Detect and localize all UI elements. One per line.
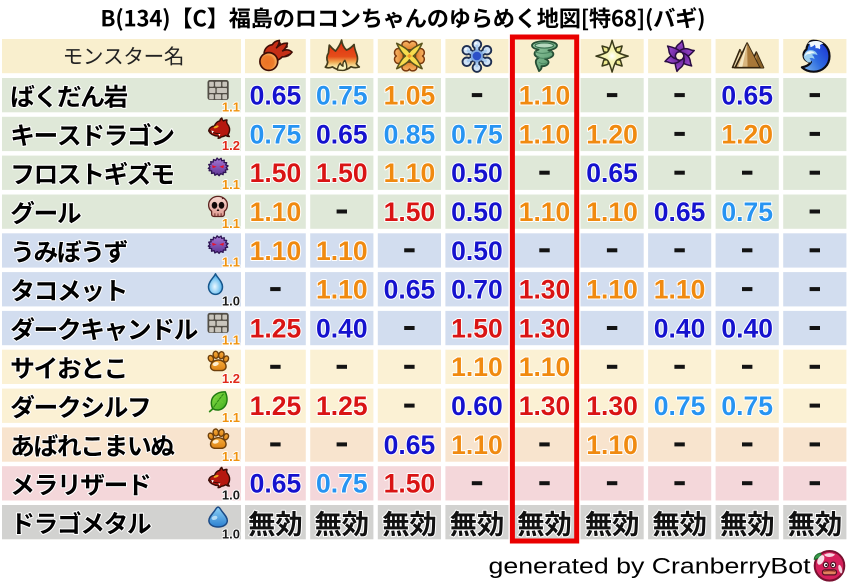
svg-text:0.65: 0.65 [384, 430, 436, 460]
svg-text:1.1: 1.1 [222, 332, 240, 347]
svg-text:0.75: 0.75 [316, 81, 368, 111]
svg-text:0.65: 0.65 [250, 81, 302, 111]
svg-text:1.10: 1.10 [519, 352, 571, 382]
svg-text:0.50: 0.50 [451, 236, 503, 266]
svg-text:1.10: 1.10 [250, 236, 302, 266]
svg-text:1.1: 1.1 [222, 449, 240, 464]
svg-text:1.05: 1.05 [384, 81, 436, 111]
svg-text:1.30: 1.30 [519, 275, 571, 305]
svg-text:1.50: 1.50 [384, 469, 436, 499]
svg-text:1.25: 1.25 [250, 313, 302, 343]
svg-text:1.10: 1.10 [250, 197, 302, 227]
svg-text:0.50: 0.50 [451, 197, 503, 227]
svg-text:1.10: 1.10 [316, 275, 368, 305]
svg-text:0.75: 0.75 [721, 391, 773, 421]
svg-text:0.65: 0.65 [721, 81, 773, 111]
svg-text:1.25: 1.25 [250, 391, 302, 421]
svg-text:0.65: 0.65 [384, 275, 436, 305]
svg-text:1.0: 1.0 [222, 294, 240, 309]
svg-text:1.10: 1.10 [586, 197, 638, 227]
svg-text:1.30: 1.30 [519, 313, 571, 343]
svg-text:1.1: 1.1 [222, 216, 240, 231]
svg-text:0.40: 0.40 [654, 313, 706, 343]
svg-text:1.10: 1.10 [586, 430, 638, 460]
svg-text:1.1: 1.1 [222, 255, 240, 270]
svg-text:1.10: 1.10 [451, 430, 503, 460]
svg-text:0.65: 0.65 [316, 119, 368, 149]
svg-text:1.10: 1.10 [316, 236, 368, 266]
svg-text:0.75: 0.75 [316, 469, 368, 499]
svg-text:0.65: 0.65 [586, 158, 638, 188]
svg-text:1.2: 1.2 [222, 138, 240, 153]
svg-text:1.1: 1.1 [222, 177, 240, 192]
svg-text:0.60: 0.60 [451, 391, 503, 421]
svg-text:1.10: 1.10 [519, 81, 571, 111]
svg-text:1.10: 1.10 [519, 197, 571, 227]
svg-text:0.40: 0.40 [316, 313, 368, 343]
svg-text:0.65: 0.65 [654, 197, 706, 227]
svg-text:1.30: 1.30 [586, 391, 638, 421]
svg-text:1.0: 1.0 [222, 526, 240, 541]
svg-text:1.10: 1.10 [519, 119, 571, 149]
svg-text:0.75: 0.75 [721, 197, 773, 227]
svg-text:1.30: 1.30 [519, 391, 571, 421]
svg-text:1.1: 1.1 [222, 99, 240, 114]
svg-text:1.25: 1.25 [316, 391, 368, 421]
svg-text:0.85: 0.85 [384, 119, 436, 149]
svg-text:1.50: 1.50 [451, 313, 503, 343]
svg-text:1.50: 1.50 [250, 158, 302, 188]
svg-text:1.10: 1.10 [586, 275, 638, 305]
svg-text:generated by CranberryBot: generated by CranberryBot [489, 553, 811, 578]
svg-text:0.75: 0.75 [654, 391, 706, 421]
svg-text:1.50: 1.50 [316, 158, 368, 188]
svg-text:1.10: 1.10 [451, 352, 503, 382]
svg-text:0.40: 0.40 [721, 313, 773, 343]
svg-text:1.1: 1.1 [222, 410, 240, 425]
svg-text:1.2: 1.2 [222, 371, 240, 386]
svg-text:1.0: 1.0 [222, 488, 240, 503]
svg-text:1.50: 1.50 [384, 197, 436, 227]
svg-text:1.20: 1.20 [586, 119, 638, 149]
svg-text:1.10: 1.10 [384, 158, 436, 188]
svg-text:0.65: 0.65 [250, 469, 302, 499]
svg-text:0.75: 0.75 [250, 119, 302, 149]
svg-text:0.70: 0.70 [451, 275, 503, 305]
svg-text:0.75: 0.75 [451, 119, 503, 149]
svg-text:1.20: 1.20 [721, 119, 773, 149]
svg-text:0.50: 0.50 [451, 158, 503, 188]
svg-text:1.10: 1.10 [654, 275, 706, 305]
